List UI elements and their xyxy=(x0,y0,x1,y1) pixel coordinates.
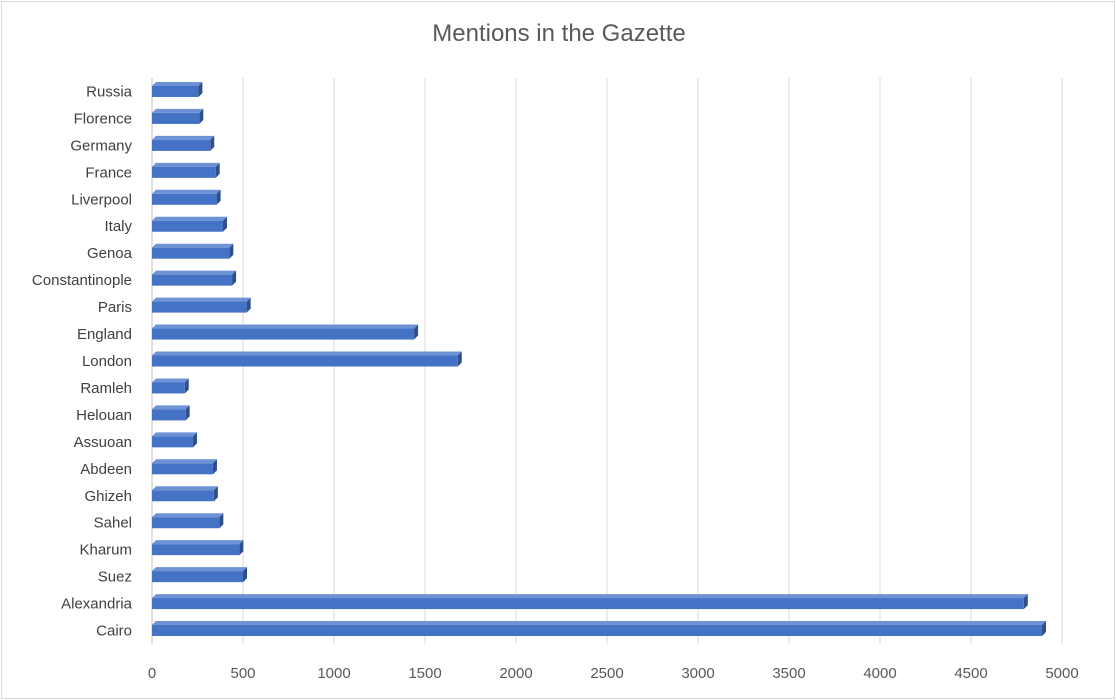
bar-side-florence xyxy=(199,108,204,124)
bar-top-abdeen xyxy=(152,459,217,464)
bar-side-constantinople xyxy=(232,270,237,286)
category-label-abdeen: Abdeen xyxy=(80,461,132,478)
bar-london xyxy=(152,355,458,367)
category-label-genoa: Genoa xyxy=(87,245,133,262)
category-label-london: London xyxy=(82,353,132,370)
bar-top-liverpool xyxy=(152,189,221,194)
bar-side-helouan xyxy=(185,405,190,421)
bar-germany xyxy=(152,139,211,151)
bar-helouan xyxy=(152,409,186,421)
bar-side-italy xyxy=(222,216,227,232)
category-label-germany: Germany xyxy=(70,137,132,154)
bar-ghizeh xyxy=(152,490,214,502)
category-label-ghizeh: Ghizeh xyxy=(84,488,132,505)
bar-top-assuoan xyxy=(152,432,197,437)
bar-side-kharum xyxy=(239,540,244,556)
bar-side-ramleh xyxy=(184,378,189,394)
bar-paris xyxy=(152,301,247,313)
category-label-kharum: Kharum xyxy=(79,542,132,559)
category-label-assuoan: Assuoan xyxy=(74,434,132,451)
bar-florence xyxy=(152,112,200,124)
bar-side-russia xyxy=(198,81,203,97)
category-label-cairo: Cairo xyxy=(96,623,132,640)
bar-side-london xyxy=(457,351,462,367)
bar-side-england xyxy=(414,324,419,340)
bar-top-england xyxy=(152,324,419,329)
category-label-england: England xyxy=(77,326,132,343)
category-label-liverpool: Liverpool xyxy=(71,191,132,208)
bar-side-ghizeh xyxy=(213,486,218,502)
x-tick-label-2500: 2500 xyxy=(590,665,623,682)
bar-cairo xyxy=(152,625,1042,637)
bar-abdeen xyxy=(152,463,213,475)
bar-top-ghizeh xyxy=(152,486,218,491)
bar-russia xyxy=(152,85,199,97)
x-tick-label-4500: 4500 xyxy=(954,665,987,682)
bar-side-sahel xyxy=(219,513,224,529)
x-tick-label-1500: 1500 xyxy=(408,665,441,682)
bar-side-cairo xyxy=(1041,621,1046,637)
category-label-suez: Suez xyxy=(98,569,132,586)
bar-liverpool xyxy=(152,193,217,205)
x-tick-label-5000: 5000 xyxy=(1045,665,1078,682)
chart-title: Mentions in the Gazette xyxy=(432,20,686,47)
bar-suez xyxy=(152,571,243,583)
category-label-ramleh: Ramleh xyxy=(80,380,132,397)
category-label-russia: Russia xyxy=(86,83,133,100)
category-label-florence: Florence xyxy=(74,110,132,127)
bar-top-london xyxy=(152,351,462,356)
bar-england xyxy=(152,328,415,340)
bar-italy xyxy=(152,220,223,232)
bar-side-suez xyxy=(243,567,247,583)
bar-side-france xyxy=(215,162,220,178)
bar-top-helouan xyxy=(152,405,190,410)
bar-side-abdeen xyxy=(212,459,217,475)
x-tick-label-4000: 4000 xyxy=(863,665,896,682)
bar-ramleh xyxy=(152,382,185,394)
bar-top-suez xyxy=(152,567,247,572)
bar-side-germany xyxy=(210,135,215,151)
bar-side-liverpool xyxy=(216,189,221,205)
bar-alexandria xyxy=(152,598,1024,610)
bar-sahel xyxy=(152,517,220,529)
x-tick-label-3000: 3000 xyxy=(681,665,714,682)
bar-top-kharum xyxy=(152,540,244,545)
bar-top-genoa xyxy=(152,243,234,248)
x-tick-label-0: 0 xyxy=(148,665,156,682)
bar-kharum xyxy=(152,544,240,556)
category-label-italy: Italy xyxy=(104,218,132,235)
category-label-helouan: Helouan xyxy=(76,407,132,424)
bar-side-genoa xyxy=(229,243,234,259)
x-tick-label-500: 500 xyxy=(230,665,255,682)
bar-france xyxy=(152,166,216,178)
bar-top-cairo xyxy=(152,621,1046,626)
bar-assuoan xyxy=(152,436,193,448)
bar-top-italy xyxy=(152,216,227,221)
x-tick-label-1000: 1000 xyxy=(317,665,350,682)
x-tick-label-2000: 2000 xyxy=(499,665,532,682)
category-label-paris: Paris xyxy=(98,299,132,316)
bar-side-assuoan xyxy=(192,432,197,448)
bar-top-alexandria xyxy=(152,594,1028,599)
bar-top-florence xyxy=(152,108,204,113)
bar-side-paris xyxy=(246,297,251,313)
x-tick-label-3500: 3500 xyxy=(772,665,805,682)
bar-top-constantinople xyxy=(152,270,237,275)
bar-top-france xyxy=(152,162,220,167)
bar-top-germany xyxy=(152,135,215,140)
bar-constantinople xyxy=(152,274,233,286)
category-label-france: France xyxy=(85,164,132,181)
bar-top-sahel xyxy=(152,513,224,518)
bar-top-paris xyxy=(152,297,251,302)
category-label-sahel: Sahel xyxy=(94,515,132,532)
category-label-alexandria: Alexandria xyxy=(61,596,133,613)
bar-top-ramleh xyxy=(152,378,189,383)
bar-side-alexandria xyxy=(1023,594,1028,610)
category-label-constantinople: Constantinople xyxy=(32,272,132,289)
bar-top-russia xyxy=(152,81,203,86)
bar-genoa xyxy=(152,247,230,259)
